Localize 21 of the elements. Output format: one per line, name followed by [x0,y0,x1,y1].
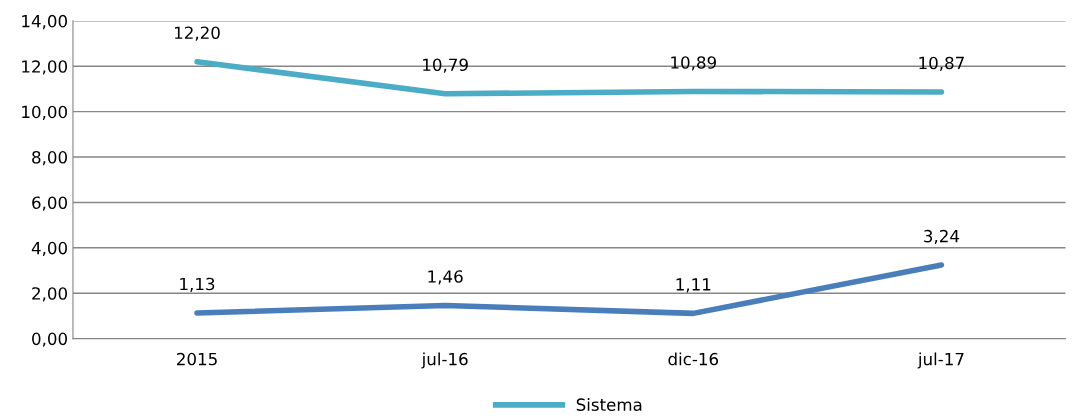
data-label: 10,79 [423,58,468,73]
data-label: 10,89 [671,56,716,71]
y-tick-label: 8,00 [32,151,67,166]
data-label: 1,11 [676,278,711,293]
data-label: 12,20 [175,26,220,41]
data-label: 1,13 [180,277,215,292]
x-tick-label: 2015 [177,352,217,366]
x-tick-label: jul-17 [917,352,964,369]
y-tick-label: 10,00 [22,105,67,120]
y-tick-label: 0,00 [32,332,67,347]
legend-label: Sistema [576,398,642,411]
data-label: 10,87 [919,56,964,71]
y-tick-label: 14,00 [22,14,67,30]
y-tick-label: 12,00 [22,60,67,75]
x-tick-label: jul-16 [421,352,468,369]
y-tick-label: 2,00 [32,287,67,302]
y-tick-label: 6,00 [32,196,67,211]
x-tick-label: dic-16 [668,352,719,366]
data-label: 3,24 [924,229,960,245]
y-tick-label: 4,00 [31,241,67,257]
data-label: 1,46 [428,270,463,285]
